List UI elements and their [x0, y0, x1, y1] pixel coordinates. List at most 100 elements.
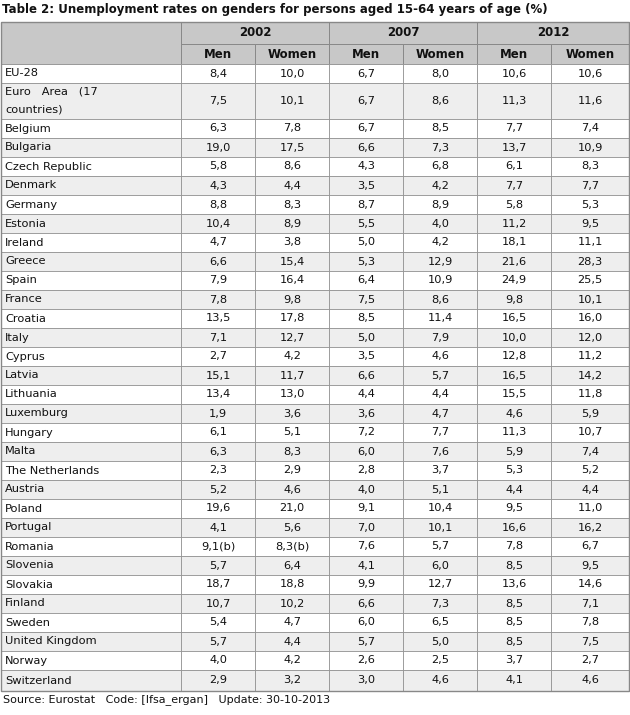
Text: 2,5: 2,5	[431, 656, 449, 666]
Text: 3,5: 3,5	[357, 352, 375, 362]
Text: 7,8: 7,8	[283, 124, 301, 134]
Text: 9,8: 9,8	[505, 295, 523, 305]
Text: 2,7: 2,7	[209, 352, 227, 362]
Text: 7,7: 7,7	[581, 180, 599, 190]
Bar	[551, 157, 629, 176]
Bar	[1, 214, 181, 233]
Bar	[1, 64, 181, 83]
Text: 7,3: 7,3	[431, 142, 449, 152]
Bar	[403, 309, 477, 328]
Text: 12,9: 12,9	[427, 257, 452, 267]
Bar	[477, 461, 551, 480]
Text: Slovenia: Slovenia	[5, 561, 54, 571]
Bar	[255, 404, 329, 423]
Text: 12,7: 12,7	[427, 579, 452, 589]
Bar	[329, 670, 403, 691]
Text: 4,4: 4,4	[581, 485, 599, 495]
Text: 15,1: 15,1	[205, 370, 231, 380]
Text: Euro   Area   (17: Euro Area (17	[5, 87, 98, 97]
Bar	[181, 64, 255, 83]
Bar	[181, 537, 255, 556]
Bar	[255, 119, 329, 138]
Text: 4,4: 4,4	[431, 390, 449, 400]
Bar	[255, 594, 329, 613]
Bar	[255, 233, 329, 252]
Bar	[255, 309, 329, 328]
Text: 4,4: 4,4	[505, 485, 523, 495]
Bar	[551, 44, 629, 64]
Text: 5,7: 5,7	[357, 636, 375, 646]
Bar	[181, 328, 255, 347]
Bar	[181, 670, 255, 691]
Bar	[1, 461, 181, 480]
Text: 13,4: 13,4	[205, 390, 231, 400]
Bar	[551, 176, 629, 195]
Bar	[477, 537, 551, 556]
Bar	[551, 214, 629, 233]
Text: 4,2: 4,2	[283, 352, 301, 362]
Text: The Netherlands: The Netherlands	[5, 465, 100, 475]
Text: 7,2: 7,2	[357, 428, 375, 438]
Text: 6,7: 6,7	[581, 541, 599, 551]
Text: 11,2: 11,2	[501, 219, 527, 229]
Bar	[255, 670, 329, 691]
Bar	[255, 518, 329, 537]
Text: Latvia: Latvia	[5, 370, 40, 380]
Bar	[1, 632, 181, 651]
Text: 4,6: 4,6	[431, 352, 449, 362]
Bar	[255, 328, 329, 347]
Bar	[477, 594, 551, 613]
Bar	[403, 195, 477, 214]
Text: 8,3: 8,3	[283, 199, 301, 209]
Text: 8,9: 8,9	[283, 219, 301, 229]
Bar	[477, 44, 551, 64]
Bar	[477, 252, 551, 271]
Text: 8,5: 8,5	[431, 124, 449, 134]
Text: 5,7: 5,7	[209, 636, 227, 646]
Bar	[181, 83, 255, 119]
Bar	[1, 138, 181, 157]
Bar	[181, 366, 255, 385]
Bar	[403, 214, 477, 233]
Bar	[1, 442, 181, 461]
Text: 9,5: 9,5	[581, 561, 599, 571]
Bar	[329, 195, 403, 214]
Bar	[255, 347, 329, 366]
Text: 11,8: 11,8	[577, 390, 603, 400]
Bar	[181, 480, 255, 499]
Bar	[477, 613, 551, 632]
Bar	[551, 594, 629, 613]
Text: 6,0: 6,0	[431, 561, 449, 571]
Text: 10,6: 10,6	[577, 69, 603, 79]
Bar	[181, 423, 255, 442]
Text: 8,0: 8,0	[431, 69, 449, 79]
Text: 5,7: 5,7	[431, 541, 449, 551]
Text: 5,6: 5,6	[283, 523, 301, 533]
Text: 5,3: 5,3	[581, 199, 599, 209]
Text: 5,5: 5,5	[357, 219, 375, 229]
Text: 12,0: 12,0	[577, 332, 603, 342]
Text: 7,8: 7,8	[505, 541, 523, 551]
Text: 4,1: 4,1	[357, 561, 375, 571]
Bar	[403, 271, 477, 290]
Text: 7,1: 7,1	[581, 598, 599, 608]
Text: 9,1(b): 9,1(b)	[201, 541, 235, 551]
Text: Sweden: Sweden	[5, 618, 50, 628]
Text: 10,7: 10,7	[205, 598, 231, 608]
Text: 3,7: 3,7	[505, 656, 523, 666]
Bar	[329, 556, 403, 575]
Bar	[1, 480, 181, 499]
Bar	[181, 347, 255, 366]
Bar	[551, 328, 629, 347]
Text: 4,2: 4,2	[431, 180, 449, 190]
Bar	[477, 499, 551, 518]
Text: 5,7: 5,7	[431, 370, 449, 380]
Text: Belgium: Belgium	[5, 124, 52, 134]
Bar	[551, 309, 629, 328]
Text: countries): countries)	[5, 105, 62, 115]
Text: 11,2: 11,2	[577, 352, 603, 362]
Bar	[329, 157, 403, 176]
Bar	[255, 556, 329, 575]
Text: 7,8: 7,8	[581, 618, 599, 628]
Text: 2,9: 2,9	[209, 676, 227, 686]
